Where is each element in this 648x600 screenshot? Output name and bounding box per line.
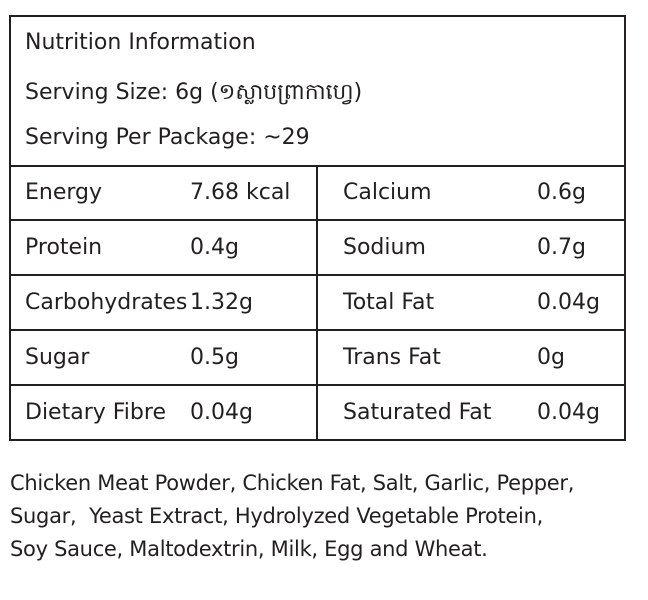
row-divider	[9, 274, 626, 276]
ingredient-line: Chicken Meat Powder, Chicken Fat, Salt, …	[10, 471, 575, 495]
row-divider	[9, 329, 626, 331]
nutrient-name: Calcium	[343, 180, 432, 205]
title: Nutrition Information	[25, 30, 256, 55]
nutrient-value: 1.32g	[190, 290, 253, 315]
ingredient-line: Sugar, Yeast Extract, Hydrolyzed Vegetab…	[10, 504, 543, 528]
nutrient-value: 0.04g	[190, 400, 253, 425]
row-divider	[9, 219, 626, 221]
nutrient-name: Sugar	[25, 345, 90, 370]
ingredient-line: Soy Sauce, Maltodextrin, Milk, Egg and W…	[10, 537, 488, 561]
nutrient-value: 0.04g	[537, 400, 600, 425]
nutrient-name: Sodium	[343, 235, 426, 260]
nutrient-name: Protein	[25, 235, 103, 260]
column-divider	[316, 165, 318, 441]
nutrient-value: 0.6g	[537, 180, 586, 205]
nutrient-value: 7.68 kcal	[190, 180, 291, 205]
serving-per-package: Serving Per Package: ~29	[25, 125, 310, 150]
nutrient-name: Saturated Fat	[343, 400, 492, 425]
nutrient-name: Trans Fat	[343, 345, 441, 370]
nutrient-name: Carbohydrates	[25, 290, 188, 315]
nutrient-value: 0g	[537, 345, 565, 370]
nutrient-value: 0.04g	[537, 290, 600, 315]
nutrient-name: Energy	[25, 180, 103, 205]
serving-size: Serving Size: 6g (១ស្លាបព្រាកាហ្វេ)	[25, 80, 363, 105]
nutrient-value: 0.7g	[537, 235, 586, 260]
row-divider	[9, 384, 626, 386]
nutrient-name: Dietary Fibre	[25, 400, 166, 425]
nutrient-name: Total Fat	[343, 290, 435, 315]
nutrient-value: 0.5g	[190, 345, 239, 370]
nutrient-value: 0.4g	[190, 235, 239, 260]
